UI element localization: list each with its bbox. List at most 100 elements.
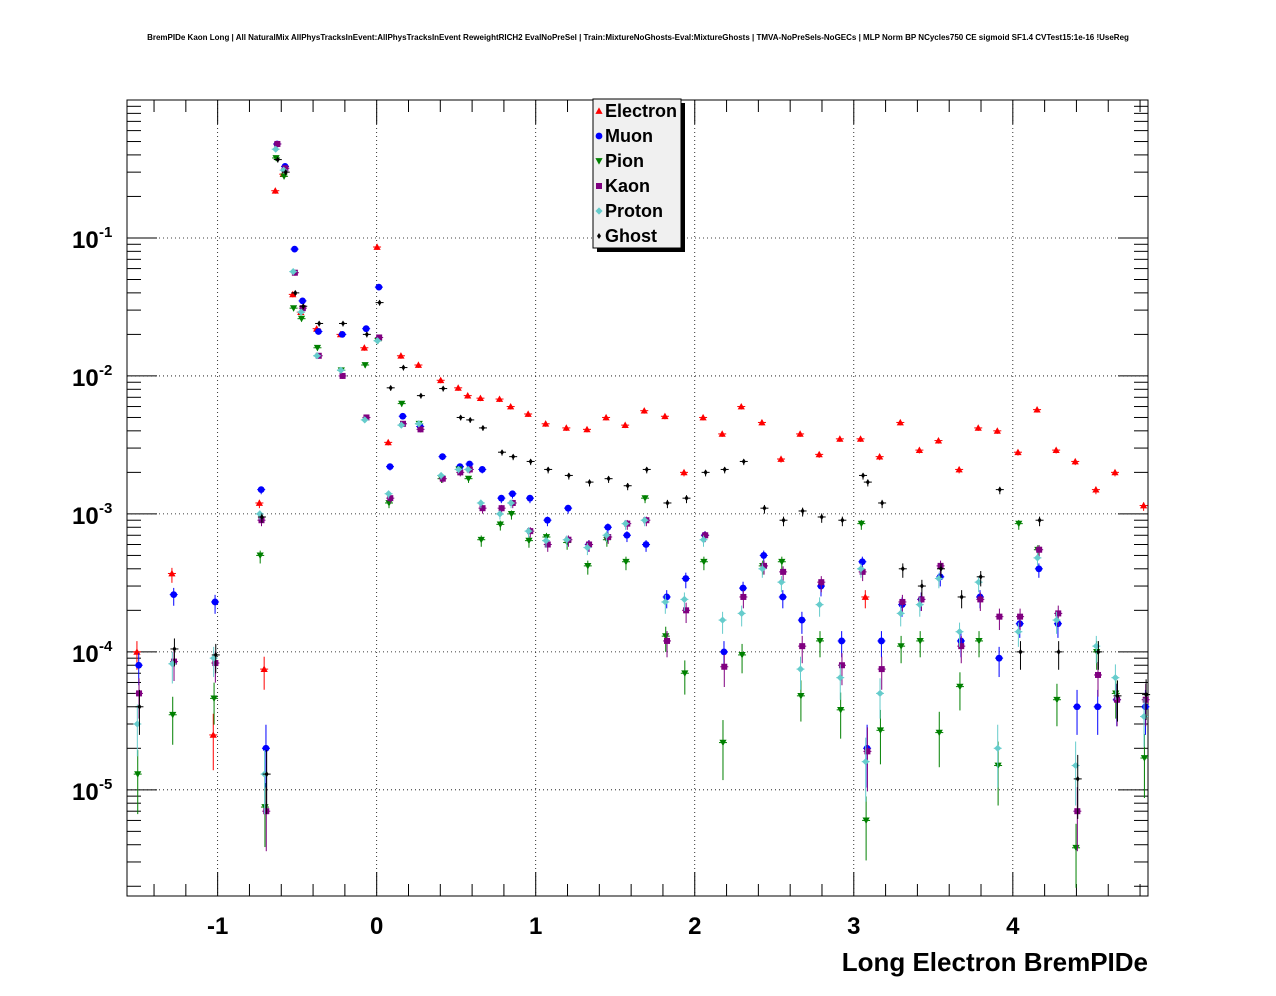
data-point <box>878 666 885 673</box>
data-point <box>758 565 766 573</box>
data-point <box>1071 457 1079 465</box>
y-tick-base: 10 <box>72 641 99 668</box>
y-tick-label: 10 -3 <box>72 500 112 530</box>
data-point <box>1111 674 1119 682</box>
data-point <box>361 362 369 369</box>
data-point <box>509 490 516 498</box>
data-point <box>525 537 533 545</box>
data-point <box>255 499 263 506</box>
data-point <box>602 531 611 539</box>
data-point <box>133 648 141 655</box>
data-point <box>798 616 806 624</box>
data-point <box>376 334 383 341</box>
x-tick-label: -1 <box>207 913 228 940</box>
data-point <box>974 424 982 431</box>
x-tick-label: 3 <box>847 913 860 940</box>
data-point <box>437 376 445 384</box>
series-pion <box>133 155 1149 888</box>
data-point <box>861 593 869 600</box>
data-point <box>1096 648 1101 655</box>
data-point <box>496 510 504 518</box>
data-point <box>1015 520 1023 528</box>
data-point <box>524 410 532 417</box>
data-point <box>1017 613 1024 620</box>
data-point <box>454 465 463 474</box>
data-point <box>340 320 345 327</box>
data-point <box>955 628 964 636</box>
data-point <box>918 596 925 603</box>
y-tick-base: 10 <box>72 365 99 392</box>
data-point <box>259 513 264 520</box>
data-point <box>257 486 265 494</box>
data-point <box>1092 486 1100 493</box>
data-point <box>360 344 368 351</box>
legend-entry-kaon: Kaon <box>596 176 650 196</box>
data-point <box>388 384 393 391</box>
data-point <box>1111 468 1119 476</box>
data-point <box>170 591 178 599</box>
data-point <box>544 541 551 548</box>
data-point <box>741 458 746 465</box>
data-point <box>271 187 279 194</box>
series-ghost <box>135 156 1151 819</box>
y-tick-exponent: -1 <box>99 224 112 241</box>
data-point <box>739 584 747 592</box>
data-point <box>857 520 865 528</box>
data-point <box>256 510 264 518</box>
data-point <box>718 430 726 437</box>
data-point <box>418 392 423 399</box>
data-point <box>796 665 805 673</box>
data-point <box>681 670 689 677</box>
data-point <box>703 469 708 476</box>
x-tick-label: 4 <box>1006 913 1020 940</box>
data-point <box>297 308 305 316</box>
data-point <box>880 499 885 506</box>
data-point <box>291 245 298 253</box>
data-point <box>977 596 984 603</box>
data-point <box>289 290 297 298</box>
data-point <box>758 418 766 426</box>
data-point <box>1052 446 1060 453</box>
data-point <box>544 516 551 524</box>
grid <box>127 100 1148 896</box>
data-point <box>454 384 462 391</box>
legend-label: Muon <box>605 126 653 146</box>
data-point <box>507 511 516 518</box>
data-point <box>684 495 689 502</box>
data-point <box>682 575 690 582</box>
data-point <box>373 243 381 250</box>
data-point <box>993 427 1001 434</box>
data-point <box>762 505 767 512</box>
data-point <box>625 482 630 489</box>
series-electron <box>132 170 1148 771</box>
data-point <box>664 637 671 644</box>
data-point <box>339 372 346 379</box>
data-point <box>997 486 1002 493</box>
data-point <box>169 711 177 719</box>
data-point <box>1018 648 1023 655</box>
data-point <box>566 472 571 479</box>
data-point <box>621 520 630 528</box>
data-point <box>623 531 631 539</box>
data-point <box>1037 517 1042 524</box>
axis-ticks <box>127 100 1148 896</box>
legend-entry-electron: Electron <box>595 101 677 121</box>
data-point <box>837 706 845 714</box>
data-point <box>587 479 592 486</box>
data-point <box>995 654 1003 662</box>
data-marks <box>132 140 1151 888</box>
data-point <box>397 352 405 359</box>
y-tick-exponent: -2 <box>99 362 112 379</box>
data-point <box>384 438 392 446</box>
data-point <box>641 516 649 524</box>
data-point <box>818 579 825 586</box>
data-point <box>542 537 550 545</box>
data-point <box>464 392 472 399</box>
data-point <box>1056 648 1061 655</box>
data-point <box>858 558 866 566</box>
y-tick-exponent: -3 <box>99 500 112 517</box>
data-point <box>524 527 533 535</box>
data-point <box>480 424 485 431</box>
y-tick-exponent: -5 <box>99 776 112 793</box>
data-point <box>878 637 885 645</box>
